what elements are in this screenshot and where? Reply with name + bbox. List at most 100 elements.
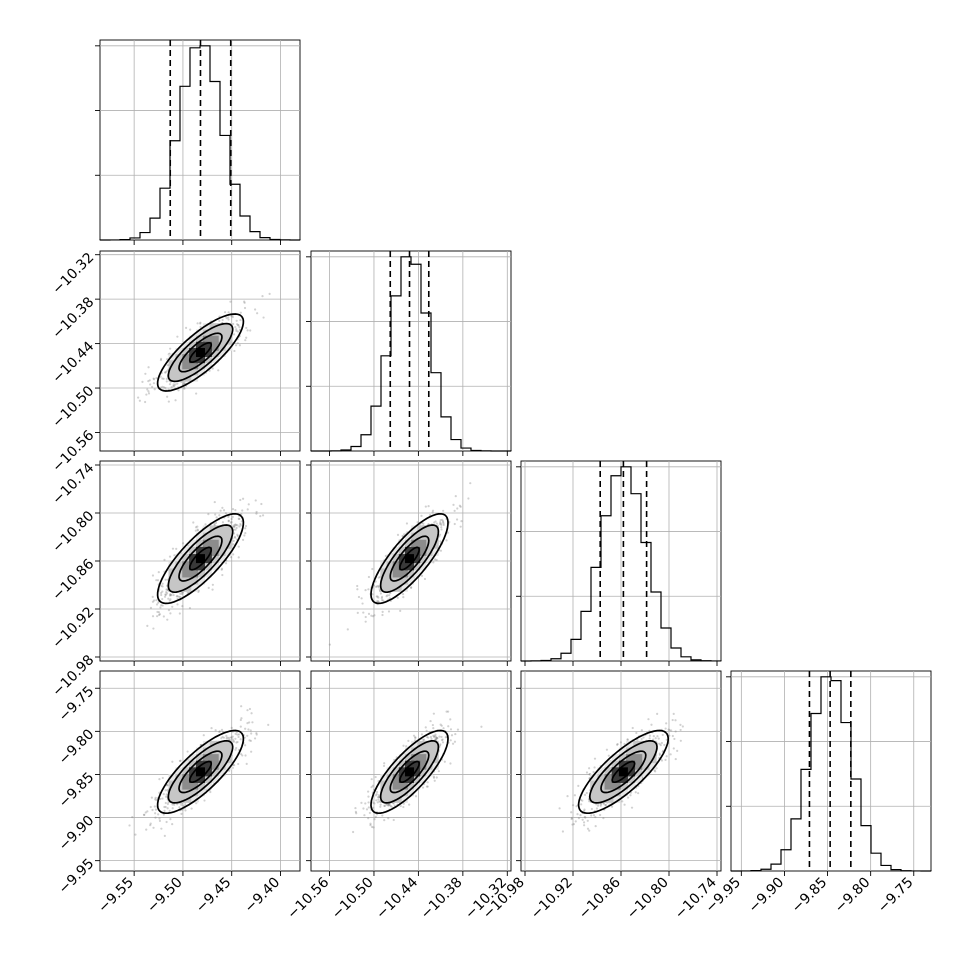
contour-0	[399, 546, 420, 571]
sample-point	[660, 759, 664, 762]
sample-point	[240, 705, 243, 708]
sample-point	[432, 734, 435, 737]
sample-point	[161, 597, 164, 601]
sample-point	[215, 516, 218, 519]
sample-point	[408, 803, 411, 806]
sample-point	[572, 822, 575, 826]
sample-point	[241, 497, 245, 500]
sample-point	[149, 822, 152, 825]
sample-point	[436, 737, 439, 740]
sample-point	[158, 817, 161, 820]
sample-point	[164, 371, 167, 374]
sample-point	[435, 736, 438, 739]
sample-point	[387, 610, 391, 613]
sample-point	[159, 357, 163, 360]
sample-point	[454, 495, 457, 498]
density-cell	[182, 582, 192, 592]
sample-point	[165, 380, 168, 383]
sample-point	[160, 584, 163, 587]
sample-point	[166, 618, 169, 621]
sample-point	[232, 740, 235, 743]
density-cell	[380, 793, 390, 803]
sample-point	[204, 523, 207, 526]
sample-point	[249, 729, 252, 732]
sample-point	[165, 358, 169, 361]
sample-point	[469, 482, 472, 485]
sample-point	[679, 723, 682, 726]
sample-point	[211, 588, 214, 591]
sample-point	[165, 591, 168, 594]
sample-point	[221, 506, 224, 509]
sample-point	[439, 723, 442, 726]
sample-point	[208, 369, 211, 372]
density-cell	[175, 773, 185, 783]
sample-point	[592, 770, 595, 774]
density-cell	[195, 532, 205, 542]
sample-point	[405, 745, 408, 748]
sample-point	[443, 760, 446, 763]
sample-point	[604, 804, 607, 807]
sample-point	[629, 794, 632, 797]
sample-point	[236, 330, 240, 333]
sample-point	[378, 800, 381, 803]
sample-point	[189, 328, 192, 331]
sample-point	[251, 721, 254, 724]
sample-point	[410, 586, 413, 589]
sample-point	[225, 317, 228, 320]
sample-point	[255, 732, 258, 735]
sample-point	[164, 795, 168, 798]
sample-point	[157, 601, 160, 604]
sample-point	[239, 725, 242, 728]
sample-point	[211, 367, 214, 370]
sample-point	[161, 797, 164, 800]
sample-point	[176, 382, 179, 385]
sample-point	[223, 311, 227, 314]
sample-point	[181, 542, 185, 545]
sample-point	[261, 295, 264, 298]
density-cell	[209, 760, 219, 770]
sample-point	[636, 738, 639, 742]
sample-point	[149, 383, 152, 386]
sample-point	[166, 789, 169, 792]
sample-point	[460, 520, 463, 523]
sample-point	[658, 752, 661, 755]
density-cell	[168, 372, 178, 382]
sample-point	[227, 738, 230, 741]
density-cell	[216, 554, 226, 564]
sample-point	[243, 301, 246, 304]
sample-point	[432, 712, 435, 715]
sample-point	[653, 769, 656, 772]
sample-point	[222, 509, 226, 512]
sample-point	[171, 807, 174, 810]
sample-point	[178, 759, 181, 763]
sample-point	[583, 808, 586, 811]
density-cell	[175, 582, 185, 592]
sample-point	[429, 735, 433, 739]
sample-point	[196, 525, 199, 528]
sample-point	[605, 748, 609, 751]
sample-point	[440, 724, 443, 727]
sample-point	[383, 819, 386, 822]
sample-point	[631, 726, 634, 730]
sample-point	[656, 712, 659, 716]
sample-point	[227, 519, 230, 522]
sample-point	[374, 794, 378, 797]
sample-point	[238, 525, 241, 528]
sample-point	[173, 554, 176, 557]
sample-point	[186, 591, 189, 594]
sample-point	[333, 665, 335, 667]
sample-point	[158, 777, 161, 781]
sample-point	[424, 726, 427, 729]
density-cell	[209, 341, 219, 351]
density-cell	[223, 329, 233, 339]
sample-point	[672, 712, 675, 716]
sample-point	[652, 738, 655, 741]
sample-point	[160, 593, 163, 597]
sample-point	[254, 499, 257, 502]
sample-point	[674, 757, 677, 761]
histogram-2	[520, 466, 722, 662]
density-cell	[398, 561, 408, 571]
sample-point	[262, 316, 265, 319]
sample-point	[373, 614, 376, 617]
